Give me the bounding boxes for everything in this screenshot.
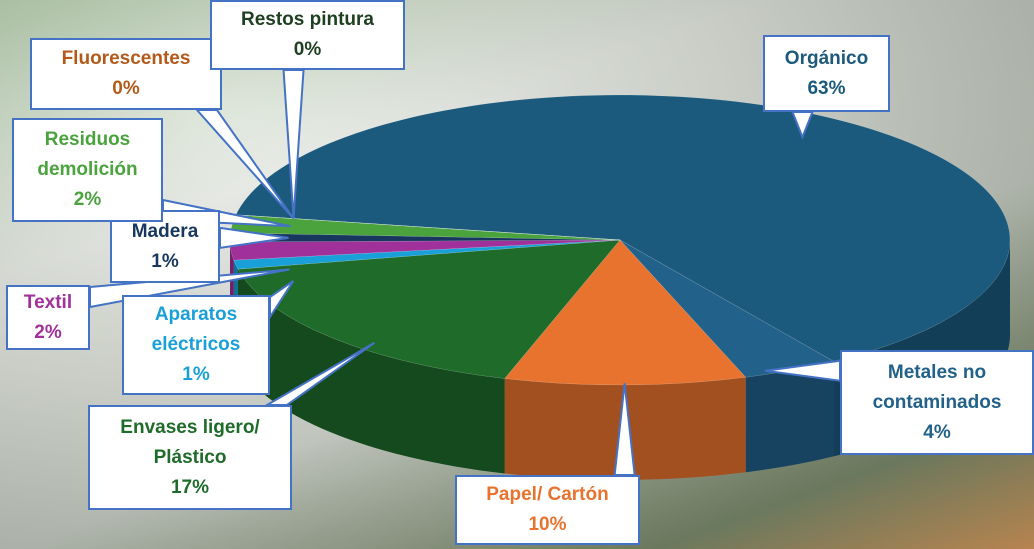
callout-pointer	[282, 69, 305, 219]
category-label: Fluorescentes	[61, 48, 191, 69]
value-label: 63%	[807, 77, 846, 99]
category-label: Residuos demolición	[37, 129, 138, 180]
callout: Restos pintura 0%	[210, 0, 405, 70]
callout: Orgánico 63%	[763, 35, 890, 112]
callout-pointer	[219, 226, 289, 250]
callout: Metales no contaminados 4%	[840, 350, 1034, 455]
callout: Textil 2%	[6, 285, 90, 350]
value-label: 0%	[293, 39, 322, 60]
slice-side	[237, 269, 505, 474]
callout-pointer	[194, 109, 295, 220]
category-label: Madera	[131, 220, 199, 242]
callout: Envases ligero/ Plástico 17%	[88, 405, 292, 510]
callout-pointer	[791, 111, 814, 140]
slice	[235, 94, 1011, 362]
category-label: Textil	[23, 291, 73, 313]
value-label: 10%	[528, 514, 567, 535]
callout-pointer	[269, 280, 295, 321]
value-label: 1%	[182, 364, 210, 385]
callout: Fluorescentes 0%	[30, 38, 222, 110]
callout: Papel/ Cartón 10%	[455, 475, 640, 545]
side-shade	[237, 269, 505, 474]
category-label: Orgánico	[784, 47, 869, 69]
category-label: Envases ligero/ Plástico	[120, 416, 260, 468]
callout: Residuos demolición 2%	[12, 118, 163, 222]
value-label: 1%	[151, 250, 179, 272]
value-label: 2%	[34, 321, 62, 343]
callout: Madera 1%	[110, 210, 220, 283]
value-label: 17%	[170, 476, 210, 498]
slice	[233, 239, 621, 270]
callout: Aparatos eléctricos 1%	[122, 295, 270, 395]
slice-side	[745, 361, 834, 473]
category-label: Metales no contaminados	[872, 361, 1002, 413]
category-label: Papel/ Cartón	[486, 484, 609, 505]
value-label: 2%	[73, 189, 102, 210]
value-label: 0%	[112, 78, 140, 99]
category-label: Aparatos eléctricos	[151, 304, 241, 355]
value-label: 4%	[923, 421, 951, 443]
slice	[237, 239, 621, 379]
category-label: Restos pintura	[240, 9, 375, 30]
side-shade	[745, 361, 834, 473]
